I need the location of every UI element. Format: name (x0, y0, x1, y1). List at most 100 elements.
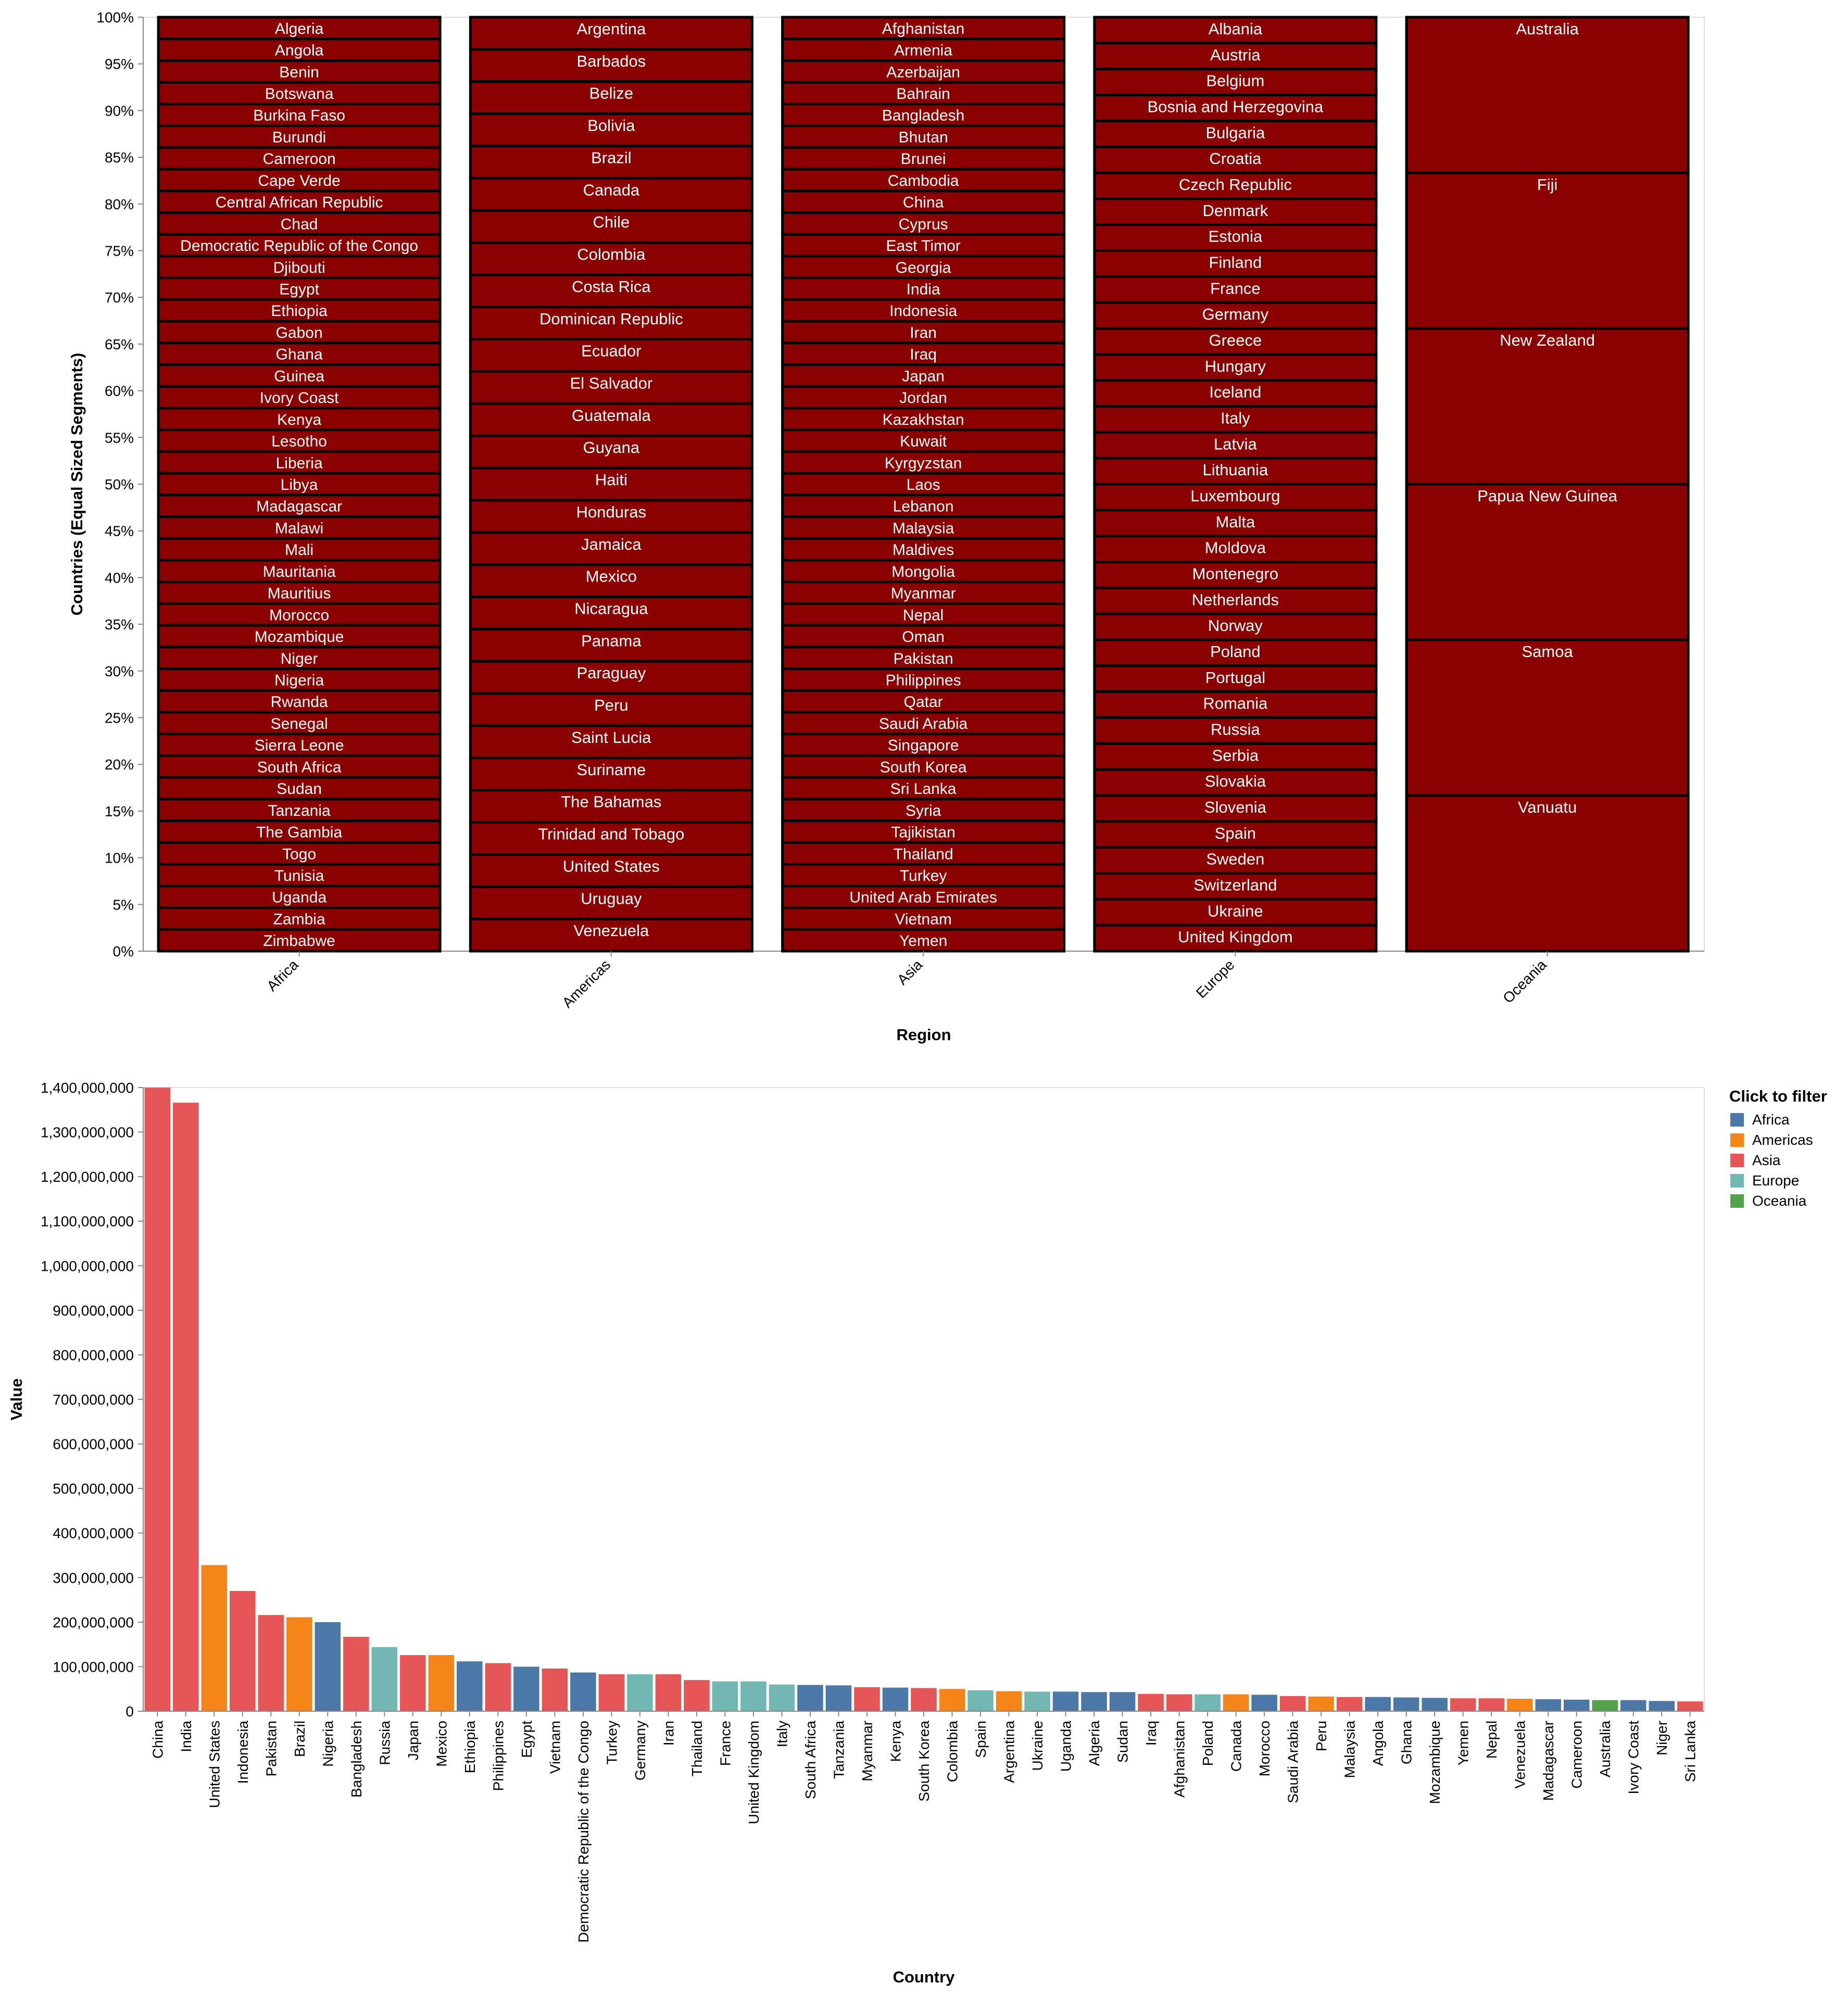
region-segment[interactable] (1093, 68, 1378, 97)
country-bar[interactable] (1677, 1701, 1703, 1711)
region-segment[interactable] (469, 853, 753, 888)
country-bar[interactable] (1138, 1694, 1164, 1711)
region-segment[interactable] (781, 37, 1066, 62)
region-segment[interactable] (157, 841, 442, 866)
region-segment[interactable] (157, 537, 442, 562)
country-bar[interactable] (996, 1691, 1022, 1711)
region-segment[interactable] (469, 885, 753, 920)
region-segment[interactable] (1093, 457, 1378, 486)
country-bar[interactable] (400, 1655, 426, 1711)
region-segment[interactable] (469, 48, 753, 83)
region-segment[interactable] (157, 776, 442, 801)
region-segment[interactable] (781, 472, 1066, 497)
region-segment[interactable] (157, 472, 442, 497)
country-bar[interactable] (485, 1663, 511, 1711)
region-segment[interactable] (469, 627, 753, 663)
region-segment[interactable] (157, 16, 442, 41)
region-segment[interactable] (1093, 612, 1378, 641)
country-bar[interactable] (230, 1590, 256, 1711)
region-segment[interactable] (781, 537, 1066, 562)
region-segment[interactable] (781, 711, 1066, 736)
country-bar[interactable] (1393, 1697, 1419, 1711)
region-segment[interactable] (781, 732, 1066, 757)
region-segment[interactable] (781, 906, 1066, 931)
region-segment[interactable] (781, 602, 1066, 627)
country-bar[interactable] (1166, 1694, 1192, 1711)
region-segment[interactable] (1405, 171, 1690, 330)
region-segment[interactable] (157, 81, 442, 106)
region-segment[interactable] (157, 146, 442, 171)
region-segment[interactable] (157, 407, 442, 432)
country-bar[interactable] (1422, 1698, 1448, 1711)
country-bar[interactable] (1081, 1692, 1107, 1711)
region-segment[interactable] (1093, 924, 1378, 953)
region-segment[interactable] (1093, 483, 1378, 512)
country-bar[interactable] (655, 1674, 682, 1711)
region-segment[interactable] (1405, 483, 1690, 641)
legend-item-americas[interactable]: Americas (1730, 1132, 1813, 1148)
country-bar[interactable] (627, 1674, 653, 1711)
country-bar[interactable] (1563, 1699, 1590, 1711)
region-segment[interactable] (469, 16, 753, 51)
region-segment[interactable] (1405, 794, 1690, 953)
region-segment[interactable] (157, 494, 442, 519)
region-segment[interactable] (469, 563, 753, 599)
country-bar[interactable] (797, 1685, 823, 1711)
region-segment[interactable] (469, 660, 753, 695)
region-segment[interactable] (1093, 94, 1378, 122)
country-bar[interactable] (286, 1617, 312, 1711)
region-segment[interactable] (469, 306, 753, 341)
region-segment[interactable] (469, 596, 753, 630)
region-segment[interactable] (469, 144, 753, 180)
country-bar[interactable] (570, 1672, 596, 1711)
region-segment[interactable] (469, 370, 753, 405)
country-bar[interactable] (1279, 1696, 1306, 1711)
region-segment[interactable] (781, 363, 1066, 388)
region-segment[interactable] (157, 363, 442, 388)
country-bar[interactable] (428, 1655, 455, 1711)
legend-item-africa[interactable]: Africa (1730, 1111, 1790, 1128)
region-segment[interactable] (1093, 16, 1378, 45)
region-segment[interactable] (469, 531, 753, 566)
region-segment[interactable] (469, 756, 753, 792)
region-segment[interactable] (1093, 690, 1378, 719)
country-bar[interactable] (457, 1661, 483, 1711)
country-bar[interactable] (201, 1565, 228, 1711)
region-segment[interactable] (157, 298, 442, 323)
region-segment[interactable] (781, 754, 1066, 779)
country-bar[interactable] (1195, 1694, 1221, 1711)
region-segment[interactable] (1093, 405, 1378, 434)
country-bar[interactable] (1649, 1701, 1675, 1711)
country-bar[interactable] (371, 1647, 398, 1711)
country-bar[interactable] (1308, 1696, 1334, 1711)
country-bar[interactable] (1535, 1699, 1561, 1711)
country-bar[interactable] (258, 1615, 284, 1711)
country-bar[interactable] (598, 1674, 625, 1711)
country-bar[interactable] (740, 1681, 766, 1711)
region-segment[interactable] (157, 798, 442, 823)
country-bar[interactable] (684, 1680, 710, 1711)
country-bar[interactable] (1592, 1700, 1618, 1711)
region-segment[interactable] (469, 176, 753, 212)
country-bar[interactable] (1251, 1695, 1277, 1711)
country-bar[interactable] (315, 1622, 341, 1711)
region-segment[interactable] (781, 819, 1066, 844)
country-bar[interactable] (825, 1685, 852, 1711)
region-segment[interactable] (781, 885, 1066, 909)
country-bar[interactable] (144, 1088, 171, 1711)
region-segment[interactable] (781, 342, 1066, 367)
region-segment[interactable] (781, 233, 1066, 258)
region-segment[interactable] (1093, 535, 1378, 563)
region-segment[interactable] (469, 112, 753, 147)
region-segment[interactable] (1093, 223, 1378, 252)
region-segment[interactable] (781, 59, 1066, 84)
region-segment[interactable] (469, 466, 753, 502)
region-segment[interactable] (1405, 327, 1690, 486)
country-bar[interactable] (343, 1637, 369, 1711)
country-bar[interactable] (1024, 1691, 1050, 1711)
region-segment[interactable] (1405, 16, 1690, 174)
legend-item-asia[interactable]: Asia (1730, 1152, 1781, 1168)
country-bar[interactable] (542, 1668, 568, 1711)
country-bar[interactable] (1620, 1700, 1646, 1711)
country-bar[interactable] (1052, 1691, 1079, 1711)
